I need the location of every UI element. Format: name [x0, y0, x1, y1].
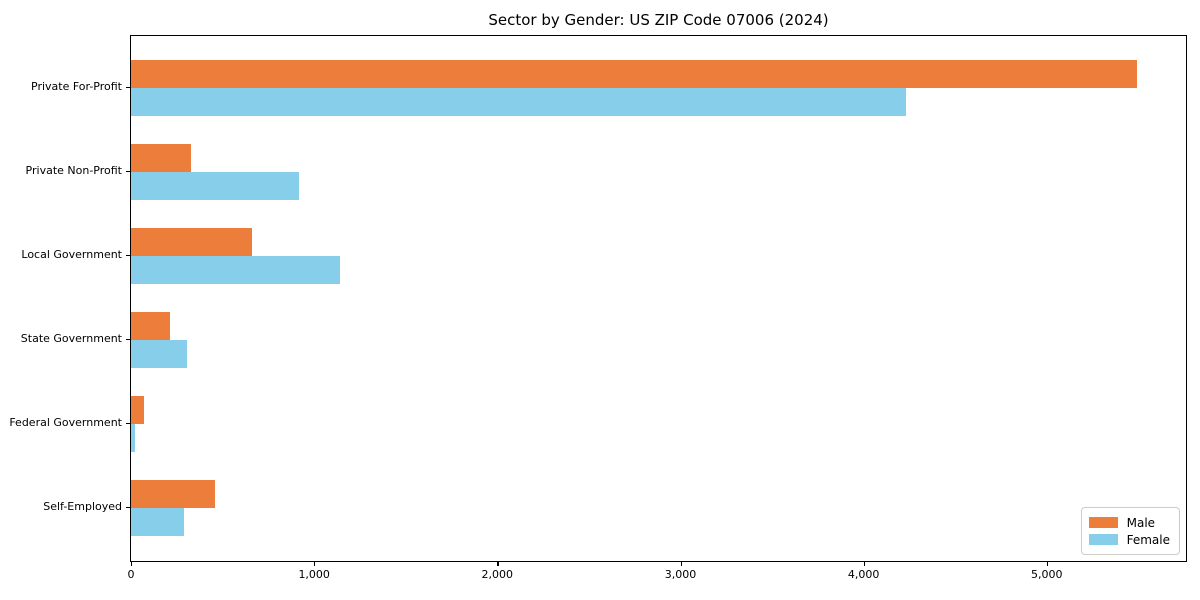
legend-label-male: Male — [1126, 515, 1156, 530]
x-tick-label-5000: 5,000 — [1031, 568, 1063, 581]
y-tick-label-state-government: State Government — [20, 332, 122, 345]
x-tick-mark-0 — [131, 561, 133, 566]
legend-label-female: Female — [1126, 532, 1170, 547]
bar-male-self-employed — [131, 480, 216, 508]
y-tick-label-self-employed: Self-Employed — [43, 500, 122, 513]
y-tick-mark-private-for-profit — [126, 87, 131, 89]
bar-female-federal-government — [131, 424, 135, 452]
x-tick-mark-5000 — [1046, 561, 1049, 566]
legend: Male Female — [1080, 507, 1180, 555]
x-tick-label-0: 0 — [127, 568, 135, 581]
y-tick-label-private-for-profit: Private For-Profit — [31, 80, 122, 93]
male-swatch-icon — [1088, 517, 1118, 528]
y-tick-mark-local-government — [126, 255, 131, 257]
bar-female-private-non-profit — [131, 172, 299, 200]
x-tick-mark-2000 — [497, 561, 499, 566]
bar-male-federal-government — [131, 396, 144, 424]
female-swatch-icon — [1088, 534, 1118, 545]
x-tick-label-4000: 4,000 — [847, 568, 880, 581]
x-tick-mark-1000 — [314, 561, 316, 566]
x-tick-label-3000: 3,000 — [664, 568, 697, 581]
y-tick-mark-state-government — [126, 339, 131, 341]
x-tick-mark-4000 — [863, 561, 865, 566]
bar-male-local-government — [131, 228, 252, 256]
bar-female-state-government — [131, 340, 187, 368]
x-tick-label-2000: 2,000 — [481, 568, 514, 581]
y-tick-label-private-non-profit: Private Non-Profit — [25, 164, 122, 177]
legend-row-female: Female — [1088, 531, 1170, 548]
chart-title: Sector by Gender: US ZIP Code 07006 (202… — [488, 11, 829, 29]
y-tick-mark-federal-government — [126, 423, 131, 425]
bar-female-local-government — [131, 256, 340, 284]
x-tick-mark-3000 — [680, 561, 682, 566]
bar-female-private-for-profit — [131, 88, 906, 116]
bar-male-private-for-profit — [131, 60, 1137, 88]
y-tick-mark-private-non-profit — [126, 171, 131, 173]
x-tick-label-1000: 1,000 — [298, 568, 330, 581]
bar-female-self-employed — [131, 508, 185, 536]
plot-area: Male Female — [130, 35, 1187, 562]
bar-male-state-government — [131, 312, 171, 340]
y-tick-label-federal-government: Federal Government — [9, 416, 122, 429]
y-tick-label-local-government: Local Government — [21, 248, 122, 261]
legend-row-male: Male — [1088, 514, 1170, 531]
y-tick-mark-self-employed — [126, 507, 131, 509]
bar-male-private-non-profit — [131, 144, 192, 172]
